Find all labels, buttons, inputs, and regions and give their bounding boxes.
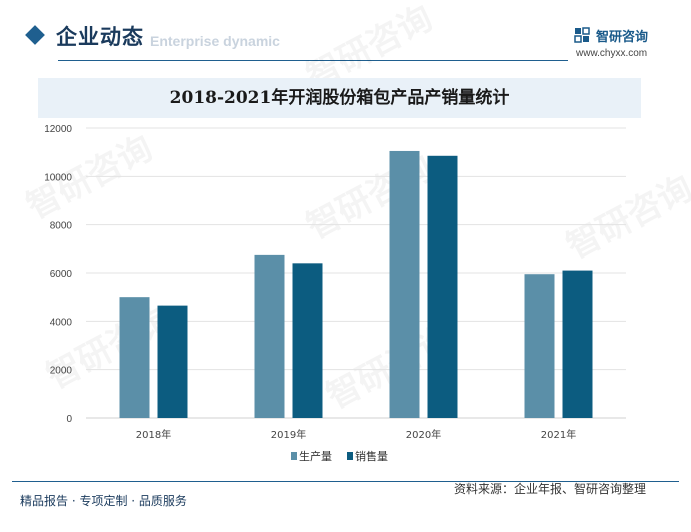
legend-label: 生产量 — [299, 449, 332, 463]
footer-slogan: 精品报告 · 专项定制 · 品质服务 — [20, 494, 187, 508]
x-tick-label: 2018年 — [136, 428, 171, 441]
chart-title-band — [38, 78, 641, 118]
x-tick-label: 2019年 — [271, 428, 306, 441]
header-divider — [58, 60, 568, 61]
bar — [389, 150, 420, 419]
y-tick-label: 10000 — [44, 172, 72, 183]
y-tick-label: 2000 — [50, 366, 73, 377]
x-tick-label: 2021年 — [541, 428, 576, 441]
bar — [562, 270, 593, 418]
source-note: 资料来源：企业年报、智研咨询整理 — [454, 482, 647, 496]
diamond-icon — [25, 25, 45, 45]
y-tick-label: 12000 — [44, 124, 72, 135]
legend-swatch — [291, 452, 297, 460]
logo-icon — [574, 27, 590, 43]
bar-chart: 0 2000 4000 6000 8000 10000 12000 2018年 2019年 202… — [44, 124, 626, 463]
footer-divider — [12, 481, 679, 482]
bar — [119, 297, 150, 418]
section-title: 企业动态 — [56, 25, 144, 49]
bar — [427, 155, 458, 418]
header: Enterprise dynamic 企业动态 智研咨询 www.chyxx.c… — [0, 0, 691, 72]
bar — [292, 263, 323, 418]
chart-title: 2018-2021年开润股份箱包产品产销量统计 — [169, 88, 510, 108]
y-tick-label: 8000 — [50, 221, 73, 232]
legend-swatch — [347, 452, 353, 460]
logo-name: 智研咨询 — [596, 30, 649, 45]
bar — [254, 254, 285, 418]
bar — [157, 305, 188, 418]
bar — [524, 274, 555, 418]
x-tick-label: 2020年 — [406, 428, 441, 441]
section-subtitle: Enterprise dynamic — [150, 33, 280, 49]
logo-url: www.chyxx.com — [576, 48, 648, 59]
y-tick-label: 4000 — [50, 317, 73, 328]
legend-label: 销售量 — [355, 449, 388, 463]
y-tick-label: 0 — [66, 414, 72, 425]
y-tick-label: 6000 — [50, 269, 73, 280]
